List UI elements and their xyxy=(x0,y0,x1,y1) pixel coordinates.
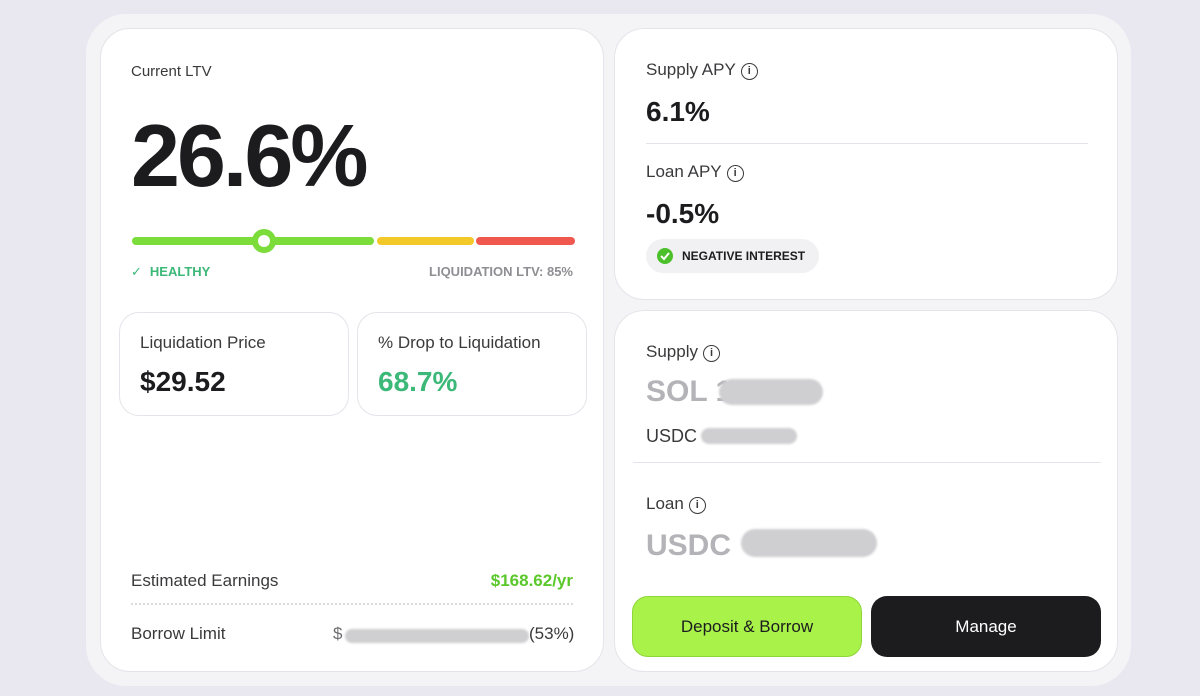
ltv-gauge xyxy=(132,229,575,253)
supply-label: Supply i xyxy=(646,342,720,362)
gauge-yellow xyxy=(377,237,474,245)
negative-interest-badge: NEGATIVE INTEREST xyxy=(646,239,820,273)
loan-primary: USDC xyxy=(646,529,732,562)
borrow-limit-prefix: $ xyxy=(333,624,343,643)
divider xyxy=(646,143,1088,144)
badge-icon xyxy=(657,248,673,264)
info-icon[interactable]: i xyxy=(726,165,744,182)
liquidation-ltv: LIQUIDATION LTV: 85% xyxy=(429,264,573,279)
redaction xyxy=(345,629,529,643)
liquidation-price-label: Liquidation Price xyxy=(140,333,266,352)
info-icon[interactable]: i xyxy=(688,497,706,514)
supply-apy-value: 6.1% xyxy=(646,96,710,127)
divider xyxy=(131,603,573,605)
loan-text: Loan xyxy=(646,494,684,513)
ltv-label: Current LTV xyxy=(131,63,212,80)
earnings-label: Estimated Earnings xyxy=(131,571,279,590)
badge-text: NEGATIVE INTEREST xyxy=(682,249,806,263)
loan-apy-value: -0.5% xyxy=(646,198,720,229)
borrow-limit-suffix: (53%) xyxy=(529,624,575,643)
apy-card: Supply APY i 6.1% Loan APY i -0.5% NEGATIV… xyxy=(614,28,1118,300)
loan-apy-label: Loan APY i xyxy=(646,162,744,182)
supply-primary: SOL 1 xyxy=(646,375,733,408)
manage-button[interactable]: Manage xyxy=(871,596,1101,657)
ltv-card: Current LTV 26.6% ✓ HEALTHY LIQUIDATION L… xyxy=(100,28,604,672)
gauge-red xyxy=(476,237,575,245)
redaction xyxy=(701,428,797,444)
supply-apy-label: Supply APY i xyxy=(646,60,758,80)
supply-secondary: USDC xyxy=(646,426,698,446)
info-icon[interactable]: i xyxy=(702,345,720,362)
ltv-value: 26.6% xyxy=(131,106,369,205)
loan-label: Loan i xyxy=(646,494,706,514)
deposit-borrow-button[interactable]: Deposit & Borrow xyxy=(632,596,862,657)
liquidation-price-value: $29.52 xyxy=(140,366,226,397)
info-icon[interactable]: i xyxy=(740,63,758,80)
supply-apy-text: Supply APY xyxy=(646,60,736,79)
redaction xyxy=(741,529,877,557)
position-card: Supply i SOL 1 USDC Loan i USDC Deposit & … xyxy=(614,310,1118,672)
borrow-limit-label: Borrow Limit xyxy=(131,624,226,643)
supply-text: Supply xyxy=(646,342,698,361)
earnings-value: $168.62/yr xyxy=(490,571,573,590)
health-status: ✓ HEALTHY xyxy=(131,264,211,279)
gauge-knob-center xyxy=(258,235,270,247)
health-text: HEALTHY xyxy=(149,264,211,279)
loan-apy-text: Loan APY xyxy=(646,162,722,181)
drop-box: % Drop to Liquidation 68.7% xyxy=(357,312,587,416)
liquidation-price-box: Liquidation Price $29.52 xyxy=(119,312,349,416)
drop-label: % Drop to Liquidation xyxy=(378,333,541,352)
drop-value: 68.7% xyxy=(378,366,458,397)
divider xyxy=(633,462,1101,463)
redaction xyxy=(719,379,823,405)
